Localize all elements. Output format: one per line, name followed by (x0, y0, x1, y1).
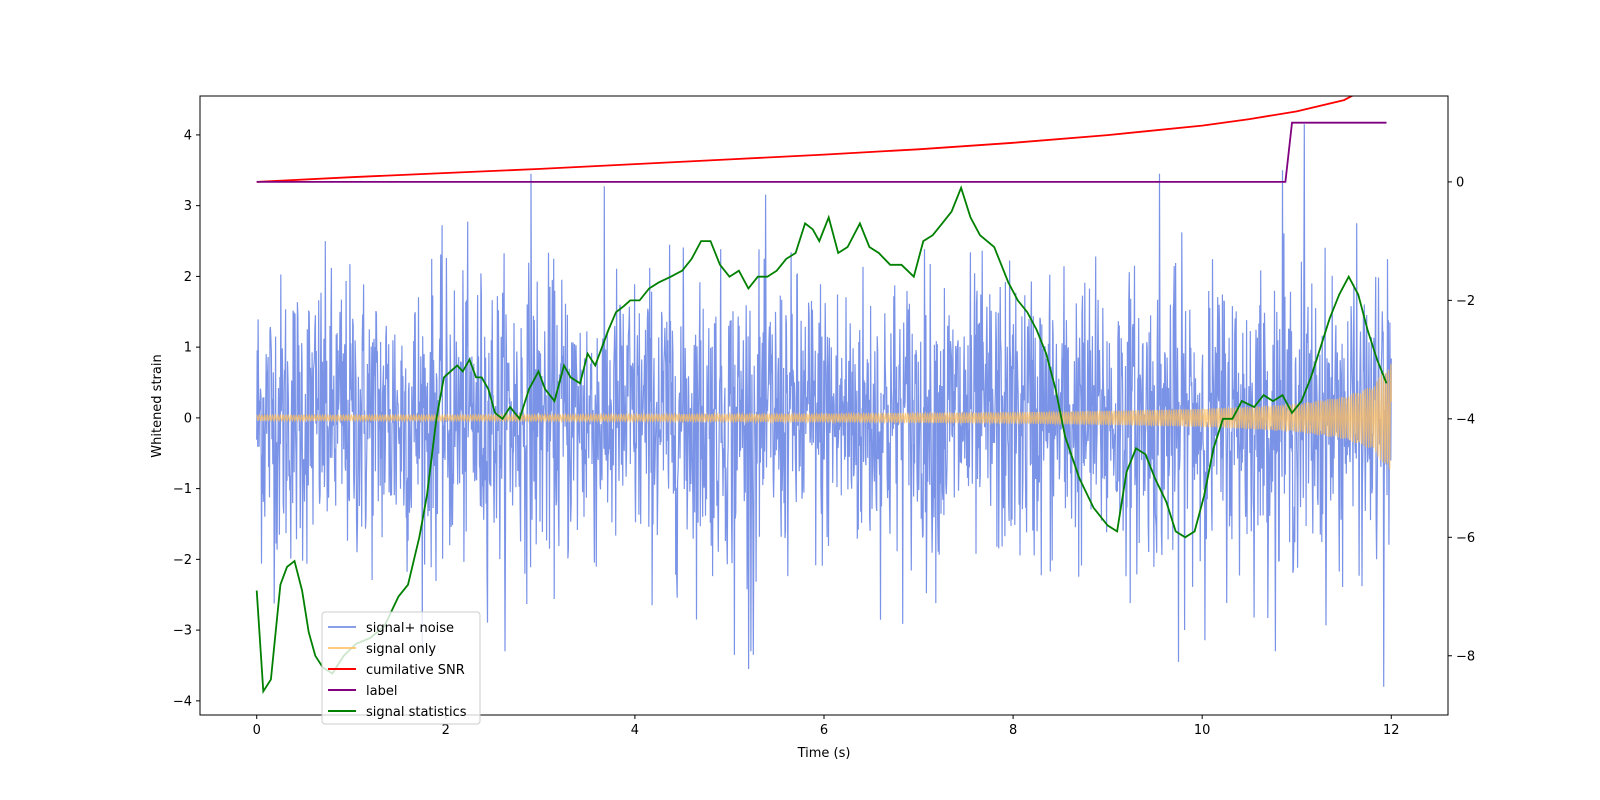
y-tick-label: −2 (173, 553, 192, 568)
series-signal-only-line (256, 363, 1392, 470)
y-tick-label: −3 (173, 624, 192, 639)
x-tick-label: 12 (1383, 723, 1400, 738)
y-axis-label: Whitened strain (150, 354, 165, 457)
y2-tick-label: 0 (1456, 175, 1464, 190)
legend: signal+ noise signal only cumilative SNR… (321, 611, 481, 725)
series-cumulative-snr-line (256, 96, 1354, 183)
series-signal-statistics-line (255, 185, 1388, 695)
y2-tick-label: −8 (1456, 649, 1475, 664)
legend-label-label: label (366, 684, 397, 699)
y2-tick-label: −2 (1456, 294, 1475, 309)
x-axis-label: Time (s) (797, 746, 851, 761)
legend-label-signal-statistics: signal statistics (366, 705, 467, 720)
series-group (255, 96, 1392, 695)
x-axis-ticks: 0 2 4 6 8 10 12 (253, 715, 1400, 738)
legend-label-cumulative-snr: cumilative SNR (366, 663, 465, 678)
y-tick-label: −4 (173, 694, 192, 709)
y2-tick-label: −4 (1456, 412, 1475, 427)
legend-label-signal-only: signal only (366, 642, 436, 657)
y-tick-label: 1 (184, 341, 192, 356)
y-tick-label: −1 (173, 482, 192, 497)
y2-tick-label: −6 (1456, 531, 1475, 546)
y-axis-ticks: −4 −3 −2 −1 0 1 2 3 4 (173, 128, 200, 709)
x-tick-label: 6 (820, 723, 828, 738)
x-tick-label: 0 (253, 723, 261, 738)
x-tick-label: 4 (631, 723, 639, 738)
plot-area (255, 96, 1392, 695)
legend-label-signal-noise: signal+ noise (366, 621, 454, 636)
series-signal-noise-line (256, 124, 1392, 687)
y-tick-label: 2 (184, 270, 192, 285)
x-tick-label: 10 (1194, 723, 1211, 738)
y-tick-label: 3 (184, 199, 192, 214)
y-tick-label: 0 (184, 411, 192, 426)
y-tick-label: 4 (184, 128, 192, 143)
y2-axis-ticks: −8 −6 −4 −2 0 (1448, 175, 1475, 664)
x-tick-label: 2 (442, 723, 450, 738)
legend-box (321, 611, 481, 725)
x-tick-label: 8 (1009, 723, 1017, 738)
series-label-line (256, 121, 1387, 183)
